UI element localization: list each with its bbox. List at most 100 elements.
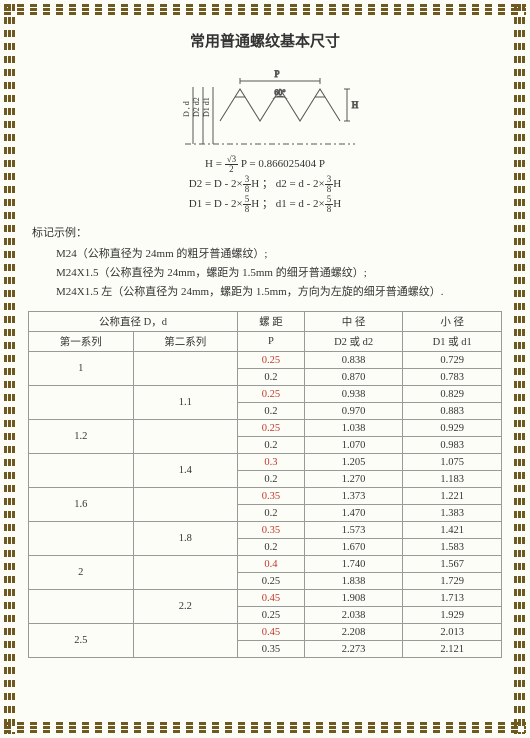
cell-mid-dia: 2.038 [304,607,403,624]
col-mid-sub: D2 或 d2 [304,332,403,352]
col-minor: 小 径 [403,312,502,332]
page-content: 常用普通螺纹基本尺寸 P H 60° [28,24,502,714]
cell-pitch: 0.2 [238,369,305,386]
cell-pitch: 0.45 [238,624,305,641]
col-pitch: 螺 距 [238,312,305,332]
cell-pitch: 0.25 [238,573,305,590]
cell-series2 [133,352,238,386]
col-series2: 第二系列 [133,332,238,352]
cell-series1: 2.5 [29,624,134,658]
cell-minor-dia: 0.983 [403,437,502,454]
cell-minor-dia: 0.829 [403,386,502,403]
cell-series2 [133,556,238,590]
col-minor-sub: D1 或 d1 [403,332,502,352]
cell-series2 [133,488,238,522]
cell-minor-dia: 0.783 [403,369,502,386]
col-mid: 中 径 [304,312,403,332]
cell-series1: 1.6 [29,488,134,522]
col-pitch-sub: P [238,332,305,352]
cell-mid-dia: 1.270 [304,471,403,488]
svg-text:D2 d2: D2 d2 [192,97,201,117]
table-row: 1.80.351.5731.421 [29,522,502,539]
col-nominal: 公称直径 D，d [29,312,238,332]
svg-text:D , d: D , d [182,101,191,117]
cell-mid-dia: 2.208 [304,624,403,641]
table-row: 2.50.452.2082.013 [29,624,502,641]
cell-minor-dia: 0.729 [403,352,502,369]
cell-pitch: 0.25 [238,386,305,403]
table-row: 10.250.8380.729 [29,352,502,369]
cell-mid-dia: 2.273 [304,641,403,658]
cell-series1: 1 [29,352,134,386]
cell-pitch: 0.45 [238,590,305,607]
notation-item: M24X1.5（公称直径为 24mm，螺距为 1.5mm 的细牙普通螺纹）; [56,264,502,283]
cell-minor-dia: 0.883 [403,403,502,420]
cell-pitch: 0.35 [238,522,305,539]
cell-series1: 1.2 [29,420,134,454]
border-left [4,4,16,734]
cell-minor-dia: 0.929 [403,420,502,437]
cell-pitch: 0.4 [238,556,305,573]
cell-mid-dia: 0.870 [304,369,403,386]
table-row: 1.20.251.0380.929 [29,420,502,437]
cell-series2: 1.1 [133,386,238,420]
svg-text:H: H [352,100,359,110]
cell-pitch: 0.2 [238,403,305,420]
cell-minor-dia: 1.183 [403,471,502,488]
cell-mid-dia: 1.908 [304,590,403,607]
border-top [4,4,526,16]
cell-mid-dia: 1.205 [304,454,403,471]
cell-pitch: 0.35 [238,488,305,505]
cell-pitch: 0.35 [238,641,305,658]
cell-mid-dia: 1.070 [304,437,403,454]
cell-series2: 2.2 [133,590,238,624]
cell-series1 [29,522,134,556]
cell-pitch: 0.25 [238,420,305,437]
cell-pitch: 0.25 [238,352,305,369]
cell-minor-dia: 1.421 [403,522,502,539]
table-row: 1.40.31.2051.075 [29,454,502,471]
cell-mid-dia: 1.670 [304,539,403,556]
svg-text:D1 d1: D1 d1 [202,97,211,117]
cell-series2: 1.4 [133,454,238,488]
cell-pitch: 0.2 [238,471,305,488]
col-series1: 第一系列 [29,332,134,352]
table-row: 2.20.451.9081.713 [29,590,502,607]
formula-block: H = √32 P = 0.866025404 P D2 = D - 2×38H… [28,155,502,214]
cell-mid-dia: 1.740 [304,556,403,573]
page-title: 常用普通螺纹基本尺寸 [28,30,502,51]
cell-series2: 1.8 [133,522,238,556]
cell-mid-dia: 0.970 [304,403,403,420]
cell-minor-dia: 1.567 [403,556,502,573]
cell-mid-dia: 1.838 [304,573,403,590]
table-row: 20.41.7401.567 [29,556,502,573]
dimensions-table: 公称直径 D，d 螺 距 中 径 小 径 第一系列 第二系列 P D2 或 d2… [28,311,502,658]
cell-mid-dia: 1.470 [304,505,403,522]
cell-series2 [133,624,238,658]
notation-item: M24X1.5 左（公称直径为 24mm，螺距为 1.5mm，方向为左旋的细牙普… [56,283,502,302]
cell-mid-dia: 1.573 [304,522,403,539]
border-bottom [4,722,526,734]
cell-series1: 2 [29,556,134,590]
cell-pitch: 0.2 [238,539,305,556]
cell-minor-dia: 1.221 [403,488,502,505]
cell-minor-dia: 1.075 [403,454,502,471]
cell-minor-dia: 1.713 [403,590,502,607]
notation-item: M24（公称直径为 24mm 的粗牙普通螺纹）; [56,245,502,264]
cell-pitch: 0.25 [238,607,305,624]
cell-mid-dia: 0.838 [304,352,403,369]
cell-minor-dia: 1.583 [403,539,502,556]
cell-minor-dia: 2.013 [403,624,502,641]
notation-header: 标记示例： [32,224,502,243]
cell-mid-dia: 1.038 [304,420,403,437]
cell-series1 [29,386,134,420]
cell-pitch: 0.3 [238,454,305,471]
cell-minor-dia: 1.729 [403,573,502,590]
cell-pitch: 0.2 [238,437,305,454]
cell-pitch: 0.2 [238,505,305,522]
cell-series1 [29,454,134,488]
border-right [514,4,526,734]
svg-text:60°: 60° [274,88,285,97]
cell-minor-dia: 1.929 [403,607,502,624]
cell-mid-dia: 1.373 [304,488,403,505]
